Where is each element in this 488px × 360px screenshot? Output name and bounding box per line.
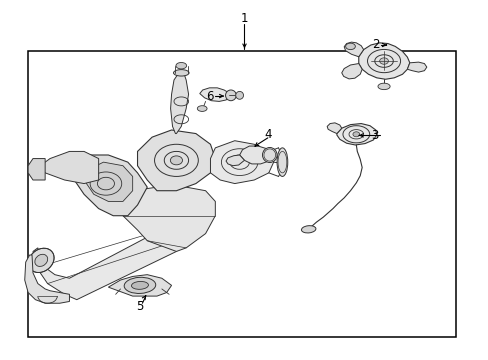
Polygon shape bbox=[210, 141, 273, 184]
Ellipse shape bbox=[345, 43, 355, 50]
Ellipse shape bbox=[197, 106, 206, 111]
Text: 2: 2 bbox=[371, 39, 379, 51]
Polygon shape bbox=[336, 123, 376, 145]
Polygon shape bbox=[33, 226, 186, 300]
Ellipse shape bbox=[301, 226, 315, 233]
Ellipse shape bbox=[379, 58, 387, 64]
Text: 4: 4 bbox=[264, 128, 271, 141]
Text: 1: 1 bbox=[240, 12, 248, 25]
Polygon shape bbox=[344, 42, 363, 57]
Ellipse shape bbox=[176, 63, 186, 69]
Ellipse shape bbox=[277, 148, 287, 176]
Polygon shape bbox=[200, 88, 229, 102]
Text: 3: 3 bbox=[370, 129, 377, 142]
Ellipse shape bbox=[352, 132, 359, 137]
Ellipse shape bbox=[173, 69, 189, 76]
Polygon shape bbox=[69, 155, 147, 216]
Polygon shape bbox=[407, 62, 426, 72]
Ellipse shape bbox=[235, 91, 243, 99]
Ellipse shape bbox=[225, 90, 236, 101]
Bar bbox=[28, 51, 455, 337]
Polygon shape bbox=[137, 130, 215, 191]
Ellipse shape bbox=[377, 83, 389, 90]
Polygon shape bbox=[25, 255, 69, 303]
Polygon shape bbox=[326, 123, 341, 134]
Polygon shape bbox=[225, 155, 244, 166]
Polygon shape bbox=[40, 152, 99, 184]
Ellipse shape bbox=[131, 282, 148, 289]
Ellipse shape bbox=[170, 156, 182, 165]
Polygon shape bbox=[170, 73, 188, 134]
Polygon shape bbox=[239, 146, 272, 164]
Ellipse shape bbox=[35, 254, 47, 266]
Ellipse shape bbox=[124, 277, 155, 293]
Polygon shape bbox=[358, 43, 409, 79]
Ellipse shape bbox=[28, 248, 54, 273]
Polygon shape bbox=[108, 275, 171, 296]
Polygon shape bbox=[84, 162, 132, 202]
Polygon shape bbox=[113, 187, 215, 251]
Polygon shape bbox=[341, 64, 362, 79]
Polygon shape bbox=[28, 158, 45, 180]
Ellipse shape bbox=[262, 148, 277, 162]
Text: 5: 5 bbox=[136, 300, 143, 312]
Text: 6: 6 bbox=[206, 90, 213, 103]
